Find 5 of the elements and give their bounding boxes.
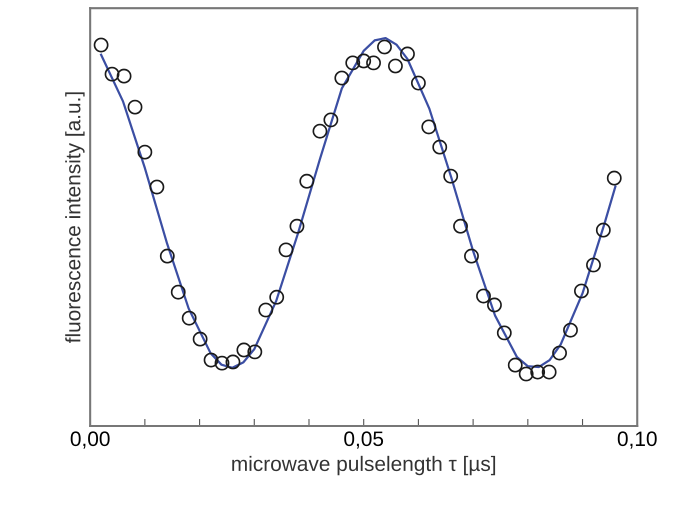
x-tick-label: 0,10 xyxy=(618,431,657,449)
x-tick-label: 0,05 xyxy=(344,431,384,449)
y-axis-title: fluorescence intensity [a.u.] xyxy=(65,92,85,344)
x-tick-label: 0,00 xyxy=(70,431,110,449)
x-axis-title: microwave pulselength τ [µs] xyxy=(232,456,496,476)
